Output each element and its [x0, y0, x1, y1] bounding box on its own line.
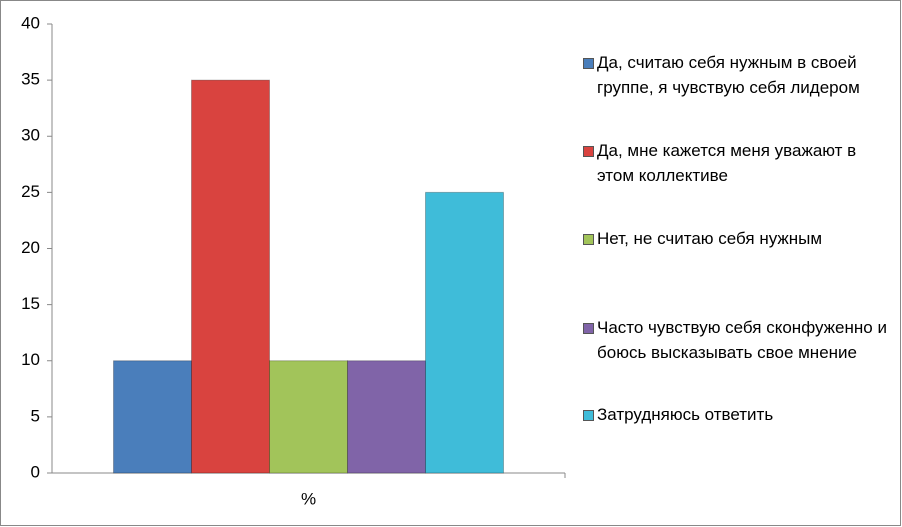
y-tick-label: 20	[21, 238, 40, 257]
legend-label: Затрудняюсь ответить	[597, 405, 774, 424]
y-tick-label: 30	[21, 126, 40, 145]
legend-swatch	[583, 323, 594, 334]
legend-swatch	[583, 146, 594, 157]
legend-label: Да, считаю себя нужным в своей группе, я…	[597, 53, 860, 97]
legend-swatch	[583, 58, 594, 69]
bar	[113, 360, 192, 474]
y-tick-label: 35	[21, 70, 40, 89]
legend-item: Затрудняюсь ответить	[583, 402, 887, 427]
y-tick-label: 40	[21, 13, 40, 32]
x-tick-label: %	[301, 489, 316, 508]
bar	[191, 79, 270, 474]
y-tick-label: 10	[21, 350, 40, 369]
legend-label: Да, мне кажется меня уважают в этом колл…	[597, 141, 857, 185]
y-tick-label: 15	[21, 294, 40, 313]
y-tick-label: 25	[21, 182, 40, 201]
legend-swatch	[583, 410, 594, 421]
legend-item: Нет, не считаю себя нужным	[583, 226, 887, 251]
legend-swatch	[583, 234, 594, 245]
y-tick-label: 0	[31, 462, 40, 481]
legend-item: Часто чувствую себя сконфуженно и боюсь …	[583, 315, 887, 365]
y-tick-label: 5	[31, 406, 40, 425]
legend-label: Часто чувствую себя сконфуженно и боюсь …	[597, 318, 887, 362]
bar	[425, 191, 504, 474]
legend-item: Да, мне кажется меня уважают в этом колл…	[583, 138, 887, 188]
bar	[347, 360, 426, 474]
legend-label: Нет, не считаю себя нужным	[597, 229, 823, 248]
bar	[269, 360, 348, 474]
legend-item: Да, считаю себя нужным в своей группе, я…	[583, 50, 887, 100]
